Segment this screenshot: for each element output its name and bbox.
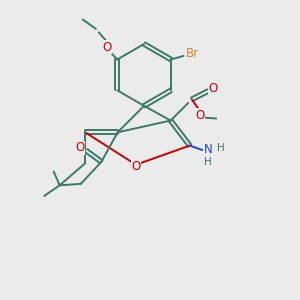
Text: O: O <box>209 82 218 95</box>
Text: H: H <box>218 143 225 153</box>
Text: Br: Br <box>186 47 199 60</box>
Text: O: O <box>76 141 85 154</box>
Text: O: O <box>195 109 205 122</box>
Text: O: O <box>131 160 141 173</box>
Text: O: O <box>102 40 112 54</box>
Text: N: N <box>204 143 213 157</box>
Text: H: H <box>204 157 212 167</box>
